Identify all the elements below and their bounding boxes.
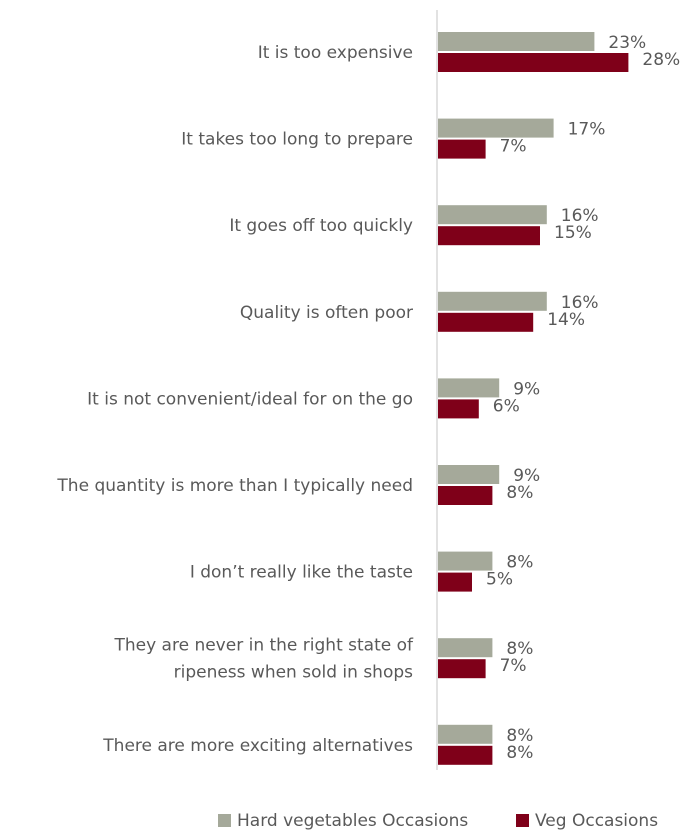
bar-veg-occasions [438, 486, 493, 505]
data-label: 17% [568, 120, 606, 140]
bar-hard-vegetables [438, 118, 554, 138]
legend: Hard vegetables Occasions Veg Occasions [218, 811, 658, 831]
category-label: It takes too long to prepare [181, 130, 413, 150]
data-label: 6% [493, 396, 520, 416]
category-label: It goes off too quickly [229, 216, 413, 236]
data-label: 16% [561, 293, 599, 313]
data-label: 5% [486, 570, 513, 590]
category-label: Quality is often poor [240, 303, 413, 323]
legend-label: Veg Occasions [535, 811, 658, 831]
value-labels: 23%28%17%7%16%15%16%14%9%6%9%8%8%5%8%7%8… [486, 33, 680, 763]
data-label: 8% [506, 553, 533, 573]
category-label: It is too expensive [258, 43, 413, 63]
bar-hard-vegetables [438, 638, 493, 658]
data-label: 16% [561, 206, 599, 226]
category-labels: It is too expensive It takes too long to … [56, 43, 414, 756]
data-label: 9% [513, 466, 540, 486]
bar-hard-vegetables [438, 378, 500, 398]
data-label: 23% [608, 33, 646, 53]
category-label: The quantity is more than I typically ne… [56, 476, 413, 496]
bar-hard-vegetables [438, 205, 547, 225]
data-label: 15% [554, 223, 592, 243]
data-label: 8% [506, 743, 533, 763]
bars [438, 32, 629, 765]
bar-veg-occasions [438, 572, 472, 592]
bar-veg-occasions [438, 659, 486, 679]
bar-veg-occasions [438, 53, 629, 72]
bar-hard-vegetables [438, 291, 547, 311]
category-label: There are more exciting alternatives [102, 736, 413, 756]
bar-veg-occasions [438, 312, 534, 332]
category-label: They are never in the right state of ripe… [113, 636, 414, 683]
data-label: 8% [506, 726, 533, 746]
legend-swatch-veg-occasions [516, 814, 529, 827]
data-label: 14% [547, 310, 585, 330]
legend-swatch-hard-vegetables [218, 814, 231, 827]
legend-label: Hard vegetables Occasions [237, 811, 468, 831]
category-label: I don’t really like the taste [190, 563, 413, 583]
bar-veg-occasions [438, 139, 486, 159]
bar-hard-vegetables [438, 724, 493, 744]
data-label: 28% [642, 50, 680, 70]
data-label: 8% [506, 639, 533, 659]
bar-veg-occasions [438, 745, 493, 765]
bar-veg-occasions [438, 226, 540, 246]
bar-hard-vegetables [438, 465, 500, 484]
category-label: It is not convenient/ideal for on the go [87, 389, 413, 409]
bar-veg-occasions [438, 399, 479, 419]
bar-hard-vegetables [438, 551, 493, 571]
data-label: 9% [513, 379, 540, 399]
data-label: 7% [500, 137, 527, 157]
data-label: 8% [506, 483, 533, 503]
bar-hard-vegetables [438, 32, 595, 51]
data-label: 7% [500, 656, 527, 676]
